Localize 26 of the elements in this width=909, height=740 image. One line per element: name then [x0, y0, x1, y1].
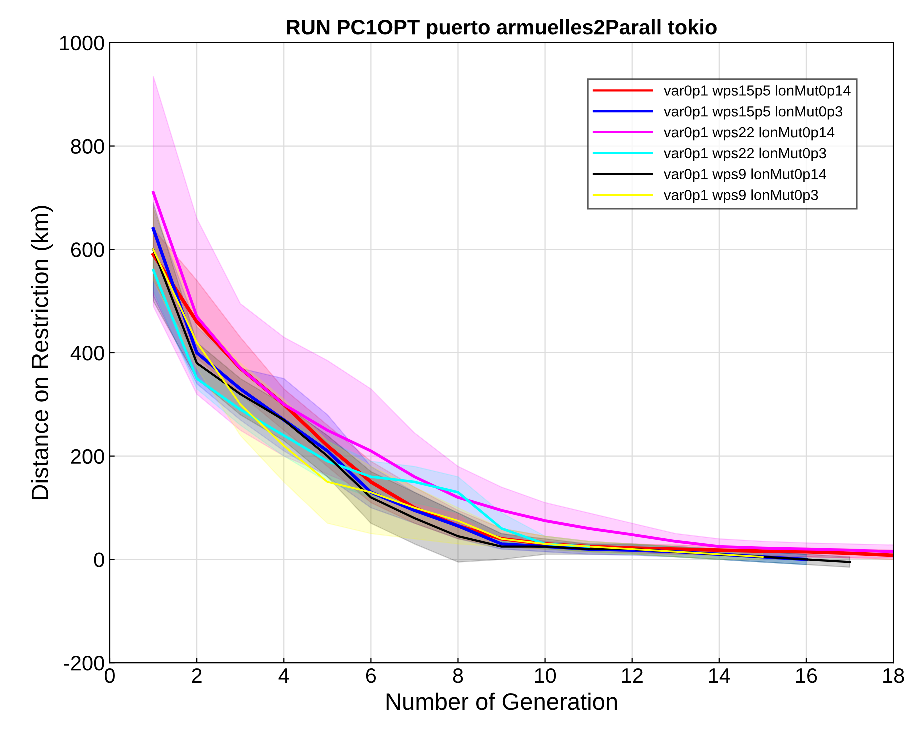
legend-label: var0p1 wps22 lonMut0p3 — [664, 148, 826, 162]
x-tick-label: 4 — [278, 668, 290, 683]
y-tick-label: 400 — [70, 346, 104, 361]
x-tick-label: 10 — [535, 668, 556, 684]
x-tick-label: 12 — [622, 668, 643, 683]
y-tick-label: -200 — [64, 656, 104, 671]
x-tick-label: 2 — [192, 668, 202, 683]
y-tick-label: 1000 — [60, 36, 104, 51]
x-axis-title: Number of Generation — [386, 692, 618, 710]
y-tick-label: 800 — [71, 139, 104, 154]
legend-label: var0p1 wps22 lonMut0p14 — [664, 126, 835, 141]
chart-title: RUN PC1OPT puerto armuelles2Parall tokio — [287, 19, 717, 39]
legend-label: var0p1 wps15p5 lonMut0p14 — [664, 85, 851, 99]
x-tick-label: 8 — [453, 668, 464, 684]
legend-label: var0p1 wps15p5 lonMut0p3 — [664, 106, 843, 120]
y-tick-label: 200 — [71, 449, 104, 464]
legend-label: var0p1 wps9 lonMut0p3 — [664, 190, 818, 204]
y-axis-title: Distance on Restriction (km) — [31, 206, 54, 500]
y-tick-label: 0 — [94, 552, 104, 568]
x-tick-label: 14 — [709, 668, 730, 683]
x-tick-label: 6 — [366, 668, 376, 684]
x-tick-label: 18 — [884, 668, 904, 684]
x-tick-label: 0 — [105, 668, 115, 684]
legend-label: var0p1 wps9 lonMut0p14 — [664, 168, 827, 182]
x-tick-label: 16 — [796, 668, 818, 684]
y-tick-label: 600 — [71, 242, 104, 258]
